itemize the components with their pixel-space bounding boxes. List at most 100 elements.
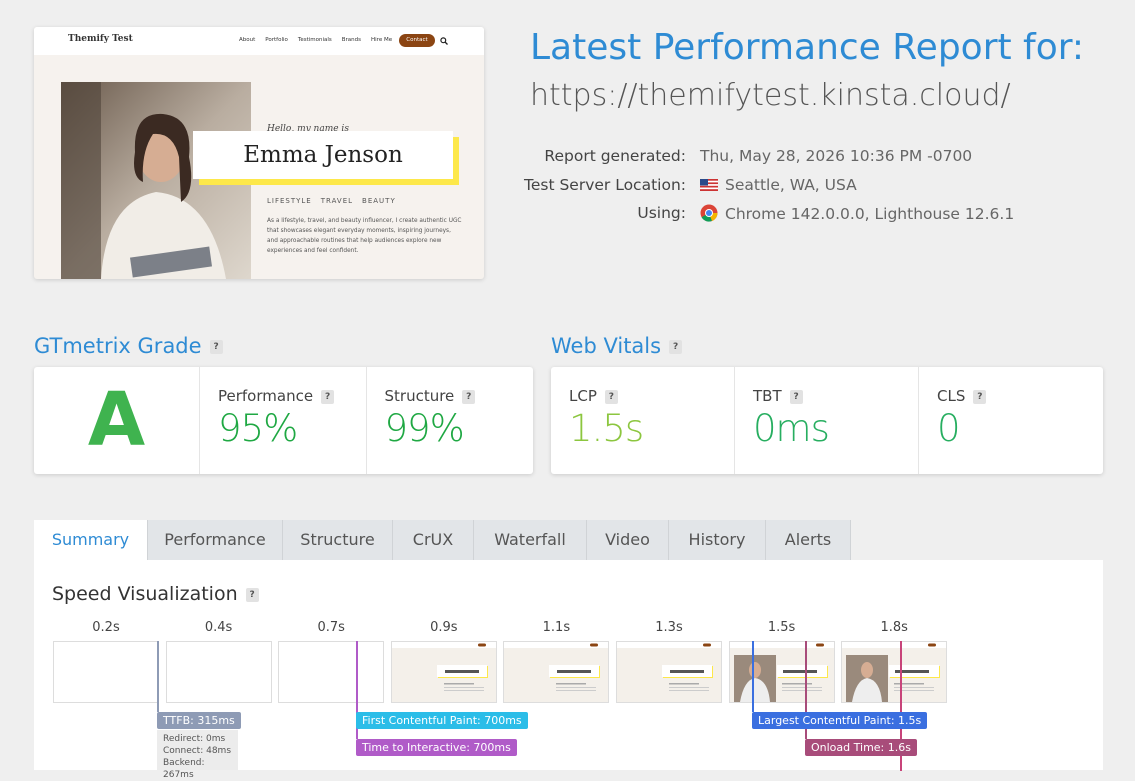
ttfb-details: Redirect: 0ms Connect: 48ms Backend: 267ms: [157, 730, 238, 780]
help-icon[interactable]: ?: [604, 389, 618, 404]
frame: [841, 641, 948, 703]
nav-link[interactable]: About: [239, 37, 256, 43]
vitals-card: LCP? 1.5s TBT? 0ms CLS? 0: [551, 367, 1103, 474]
tab[interactable]: Summary: [34, 520, 148, 560]
vitals-title: Web Vitals?: [551, 334, 683, 358]
metric: Performance? 95%: [200, 367, 367, 474]
tab[interactable]: History: [669, 520, 766, 560]
metric-label: Performance: [218, 387, 314, 405]
marker-line: [356, 641, 358, 739]
frame: [728, 641, 835, 703]
metric-value: 1.5s: [569, 407, 644, 450]
detail-value: Seattle, WA, USA: [700, 176, 857, 194]
contact-button[interactable]: Contact: [399, 34, 435, 47]
detail-label: Test Server Location:: [524, 175, 686, 194]
tab[interactable]: Structure: [283, 520, 393, 560]
frame: [390, 641, 497, 703]
marker-label: First Contentful Paint: 700ms: [356, 712, 528, 729]
greeting: Hello, my name is: [267, 124, 349, 134]
detail-label: Report generated:: [544, 147, 686, 165]
frame: [503, 641, 610, 703]
metric: LCP? 1.5s: [551, 367, 735, 474]
nav-link[interactable]: Brands: [341, 37, 362, 43]
frame-thumb: [617, 642, 721, 702]
metric-value: 95%: [218, 407, 298, 450]
section-title: GTmetrix Grade: [34, 334, 202, 358]
metric-label: LCP: [569, 387, 597, 405]
frame-time: 1.5s: [767, 620, 796, 635]
frame-thumb: [729, 642, 834, 702]
metric: CLS? 0: [919, 367, 1103, 474]
grade-letter: A: [34, 367, 200, 474]
metric-value: 0ms: [753, 407, 830, 450]
marker-label: Onload Time: 1.6s: [805, 739, 917, 756]
tab[interactable]: Performance: [148, 520, 283, 560]
frame: [616, 641, 722, 703]
tag: TRAVEL: [320, 197, 354, 205]
tab[interactable]: Alerts: [766, 520, 851, 560]
frame-time: 0.7s: [317, 620, 345, 635]
frame-thumb: [391, 642, 496, 702]
site-name: Themify Test: [68, 34, 133, 44]
help-icon[interactable]: ?: [462, 389, 476, 404]
report-title: Latest Performance Report for:: [530, 27, 1085, 68]
metric: Structure? 99%: [367, 367, 534, 474]
detail-value: Thu, May 28, 2026 10:36 PM -0700: [700, 147, 972, 165]
chrome-icon: [700, 204, 718, 222]
marker-line: [752, 641, 754, 712]
frame-thumb: [504, 642, 609, 702]
help-icon[interactable]: ?: [789, 389, 803, 404]
help-icon[interactable]: ?: [209, 340, 223, 354]
tab[interactable]: Waterfall: [474, 520, 587, 560]
tag: BEAUTY: [362, 197, 396, 205]
frame-time: 0.2s: [92, 620, 120, 635]
metric-label: TBT: [753, 387, 782, 405]
preview-header: Themify Test About Portfolio Testimonials B…: [34, 27, 484, 55]
speed-title: Speed Visualization: [52, 583, 238, 605]
nav: About Portfolio Testimonials Brands Hire Me: [239, 37, 392, 43]
detail-value: Chrome 142.0.0.0, Lighthouse 12.6.1: [700, 204, 1014, 223]
site-preview: Themify Test About Portfolio Testimonials B…: [34, 27, 484, 279]
tag: LIFESTYLE: [267, 197, 312, 205]
frame-time: 0.4s: [204, 620, 233, 635]
frame-time: 1.8s: [880, 620, 908, 635]
grade-card: A Performance? 95% Structure? 99%: [34, 367, 533, 474]
speed-title-wrap: Speed Visualization?: [52, 583, 259, 605]
nav-link[interactable]: Hire Me: [371, 37, 393, 43]
search-icon: [440, 37, 448, 45]
frame: [278, 641, 385, 703]
metric-value: 99%: [384, 407, 465, 450]
help-icon[interactable]: ?: [973, 389, 987, 404]
frame-thumb: [842, 642, 947, 702]
marker-label: Largest Contentful Paint: 1.5s: [752, 712, 928, 729]
frame-time: 1.1s: [542, 620, 571, 635]
section-title: Web Vitals: [551, 334, 662, 358]
help-icon[interactable]: ?: [669, 340, 683, 354]
frame: [53, 641, 159, 703]
hero-name: Emma Jenson: [193, 131, 453, 179]
tab[interactable]: CrUX: [393, 520, 474, 560]
grade-title: GTmetrix Grade?: [34, 334, 223, 358]
metric-label: Structure: [384, 387, 455, 405]
help-icon[interactable]: ?: [245, 587, 259, 602]
tags: LIFESTYLE TRAVEL BEAUTY: [267, 197, 396, 205]
ttfb-detail: Connect: 48ms: [163, 746, 232, 756]
flag-icon: [700, 178, 718, 191]
frame-time: 1.3s: [655, 620, 683, 635]
frame: [165, 641, 272, 703]
detail-label: Using:: [637, 204, 686, 222]
marker-line: [805, 641, 807, 739]
bio: As a lifestyle, travel, and beauty influ…: [267, 218, 462, 254]
metric-label-wrap: TBT?: [753, 387, 803, 405]
metric-label-wrap: Structure?: [385, 387, 476, 405]
metric-label-wrap: Performance?: [218, 387, 335, 405]
marker-label: Time to Interactive: 700ms: [356, 739, 517, 756]
nav-link[interactable]: Portfolio: [265, 37, 288, 43]
tab[interactable]: Video: [587, 520, 669, 560]
detail-text: Chrome 142.0.0.0, Lighthouse 12.6.1: [725, 205, 1015, 223]
help-icon[interactable]: ?: [321, 389, 335, 404]
metric-value: 0: [937, 407, 961, 450]
nav-link[interactable]: Testimonials: [297, 37, 332, 43]
metric-label-wrap: LCP?: [569, 387, 618, 405]
